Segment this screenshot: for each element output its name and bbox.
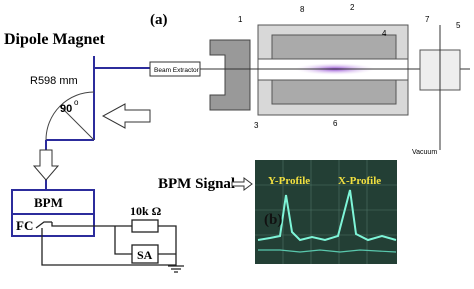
scope-trace — [257, 189, 397, 242]
radius-label: R598 mm — [30, 75, 78, 87]
circuit-wires — [35, 219, 184, 273]
fc-label: FC — [16, 218, 33, 233]
dipole-title: Dipole Magnet — [4, 31, 106, 48]
part-number: 3 — [254, 121, 259, 130]
panel-b-label: (b) — [264, 212, 282, 228]
resistor-label: 10k Ω — [130, 204, 162, 218]
dipole-lines — [11, 56, 152, 237]
extractor-label: Beam Extractor — [154, 67, 200, 74]
y-profile-label: Y-Profile — [268, 175, 310, 187]
arrow-left — [101, 103, 151, 129]
part-number: 5 — [456, 21, 461, 30]
x-profile-label: X-Profile — [338, 175, 381, 187]
part-numbers: 1 2 3 4 5 6 7 8 — [238, 3, 461, 130]
arrow-down — [32, 149, 60, 181]
coil-top — [271, 34, 397, 60]
part-number: 7 — [425, 15, 430, 24]
sa-label: SA — [137, 248, 153, 262]
angle-label: 90 — [60, 103, 72, 115]
part-number: 4 — [382, 29, 387, 38]
part-number: 8 — [300, 5, 305, 14]
scope-trace-2 — [258, 249, 397, 253]
arrow-right — [231, 177, 253, 191]
coil-bottom — [271, 79, 397, 105]
scope-screen — [255, 160, 397, 264]
bpm-label: BPM — [34, 195, 63, 210]
panel-b-title: BPM Signal — [158, 176, 235, 192]
part-number: 2 — [350, 3, 355, 12]
extractor-body — [209, 39, 251, 111]
radius-line — [59, 105, 95, 141]
part-number: 6 — [333, 119, 338, 128]
part-number: 1 — [238, 15, 243, 24]
vacuum-label: Vacuum — [412, 149, 437, 156]
angle-sup: o — [74, 98, 79, 107]
panel-a-label: (a) — [150, 12, 168, 28]
